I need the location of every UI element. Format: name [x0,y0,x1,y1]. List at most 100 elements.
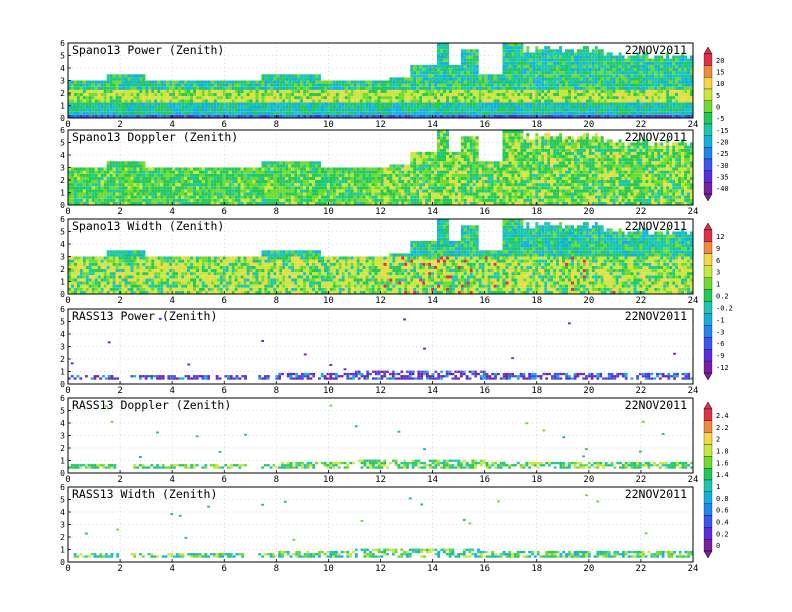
data-cell [559,108,563,112]
data-cell [523,89,527,93]
data-cell [636,77,640,81]
data-cell [216,192,220,196]
data-cell [624,86,628,90]
data-cell [422,111,426,115]
data-cell [469,68,473,72]
data-cell [443,68,446,72]
data-cell [199,111,202,115]
data-cell [422,89,426,93]
data-cell [350,189,354,193]
data-cell [228,192,232,196]
data-cell [571,64,574,68]
data-cell [297,111,301,115]
data-cell [422,151,426,155]
data-cell [410,189,414,193]
data-cell [267,201,271,205]
data-cell [425,102,429,106]
data-cell [395,201,399,205]
data-cell [672,61,676,65]
data-cell [136,170,140,174]
data-cell [446,52,449,56]
data-cell [219,108,223,112]
data-cell [270,77,274,81]
data-cell [261,77,265,81]
data-cell [600,93,604,97]
data-cell [672,80,676,84]
data-cell [416,71,420,75]
data-cell [91,111,95,115]
data-cell [341,173,345,177]
data-cell [103,114,107,118]
data-cell [300,77,304,81]
data-cell [508,52,512,56]
data-cell [276,183,280,187]
data-cell [130,176,134,180]
data-cell [651,74,655,78]
data-cell [264,80,268,84]
data-cell [401,80,405,84]
data-cell [416,80,420,84]
data-cell [246,114,250,118]
data-cell [398,89,402,93]
data-cell [264,102,268,106]
data-cell [157,96,161,100]
data-cell [196,180,199,184]
data-cell [148,96,152,100]
data-cell [639,55,643,59]
data-cell [219,183,223,187]
data-cell [300,164,304,168]
data-cell [532,74,536,78]
data-cell [353,167,357,171]
data-cell [329,180,333,184]
data-cell [603,114,607,118]
data-cell [544,68,548,72]
data-cell [184,189,188,193]
data-cell [681,68,685,72]
data-cell [154,186,158,190]
data-cell [559,46,563,50]
data-cell [449,68,452,72]
data-cell [306,80,310,84]
data-cell [115,102,119,106]
data-cell [398,201,402,205]
data-cell [553,114,557,118]
data-cell [300,161,304,165]
data-cell [264,86,268,90]
data-cell [675,61,679,65]
data-cell [276,105,280,109]
data-cell [642,102,646,106]
data-cell [237,195,241,199]
data-cell [184,83,188,87]
data-cell [550,58,554,62]
data-cell [160,192,164,196]
data-cell [264,164,268,168]
data-cell [532,80,536,84]
data-cell [362,80,366,84]
data-cell [169,80,173,84]
data-cell [270,164,274,168]
data-cell [657,105,661,109]
data-cell [389,170,393,174]
data-cell [633,86,637,90]
data-cell [478,83,482,87]
data-cell [371,80,375,84]
data-cell [422,96,426,100]
data-cell [166,201,170,205]
data-cell [181,102,185,106]
data-cell [449,89,452,93]
data-cell [449,96,452,100]
data-cell [154,89,158,93]
data-cell [100,173,104,177]
data-cell [207,195,211,199]
data-cell [207,201,211,205]
data-cell [133,176,137,180]
data-cell [344,201,348,205]
data-cell [541,83,545,87]
data-cell [559,83,563,87]
data-cell [550,74,554,78]
data-cell [91,93,95,97]
data-cell [356,198,360,202]
data-cell [133,77,137,81]
data-cell [291,173,295,177]
data-cell [362,180,366,184]
